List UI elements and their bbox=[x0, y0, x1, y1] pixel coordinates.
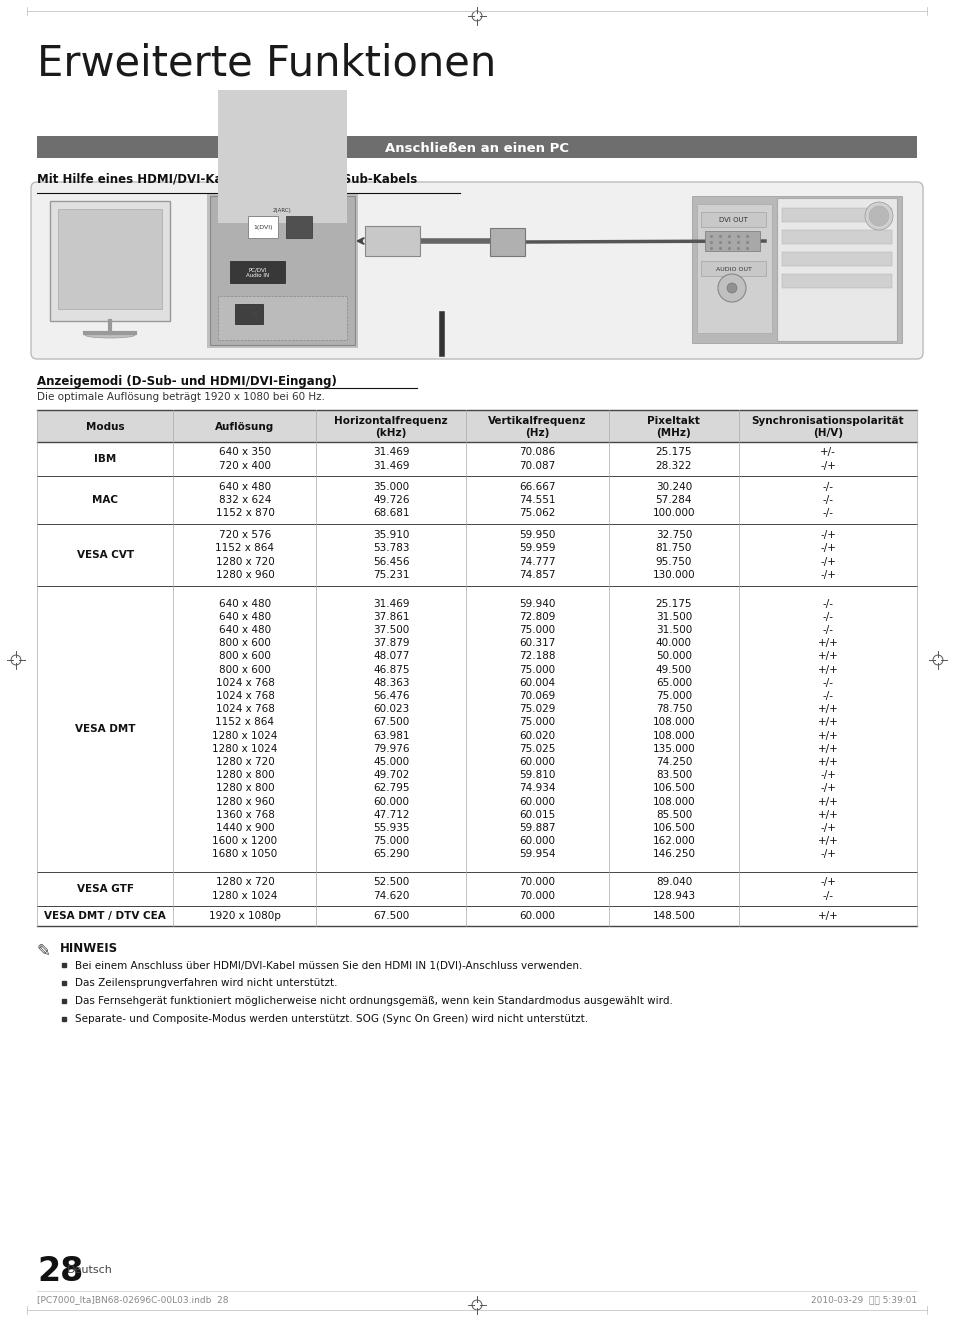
Bar bbox=[781, 230, 891, 244]
Bar bbox=[50, 201, 170, 321]
Text: 28: 28 bbox=[37, 1255, 83, 1288]
Circle shape bbox=[718, 273, 745, 303]
Bar bbox=[704, 231, 760, 251]
Circle shape bbox=[864, 202, 892, 230]
Text: Anschließen an einen PC: Anschließen an einen PC bbox=[385, 141, 568, 155]
Bar bbox=[776, 198, 896, 341]
Text: VESA CVT: VESA CVT bbox=[76, 550, 133, 560]
Text: HINWEIS: HINWEIS bbox=[60, 942, 118, 955]
Text: Vertikalfrequenz
(Hz): Vertikalfrequenz (Hz) bbox=[488, 416, 586, 439]
Text: 30.240
57.284
100.000: 30.240 57.284 100.000 bbox=[652, 482, 695, 518]
Text: Die optimale Auflösung beträgt 1920 x 1080 bei 60 Hz.: Die optimale Auflösung beträgt 1920 x 10… bbox=[37, 392, 325, 402]
Text: -/+
-/-: -/+ -/- bbox=[820, 877, 835, 901]
Text: 1280 x 720
1280 x 1024: 1280 x 720 1280 x 1024 bbox=[213, 877, 277, 901]
Bar bbox=[210, 196, 355, 345]
Text: Erweiterte Funktionen: Erweiterte Funktionen bbox=[37, 42, 496, 85]
Text: Bei einem Anschluss über HDMI/DVI-Kabel müssen Sie den HDMI IN 1(DVI)-Anschluss : Bei einem Anschluss über HDMI/DVI-Kabel … bbox=[75, 960, 581, 970]
Text: 60.000: 60.000 bbox=[518, 911, 555, 921]
Ellipse shape bbox=[85, 332, 135, 338]
Text: PC/DVI
Audio IN: PC/DVI Audio IN bbox=[246, 268, 269, 279]
Text: +/-
-/+: +/- -/+ bbox=[820, 448, 835, 470]
Text: VESA DMT / DTV CEA: VESA DMT / DTV CEA bbox=[45, 911, 166, 921]
Text: 640 x 350
720 x 400: 640 x 350 720 x 400 bbox=[218, 448, 271, 470]
Text: 70.086
70.087: 70.086 70.087 bbox=[518, 448, 555, 470]
Text: 148.500: 148.500 bbox=[652, 911, 695, 921]
Text: 31.469
31.469: 31.469 31.469 bbox=[373, 448, 409, 470]
Text: 25.175
31.500
31.500
40.000
50.000
49.500
65.000
75.000
78.750
108.000
108.000
1: 25.175 31.500 31.500 40.000 50.000 49.50… bbox=[652, 598, 695, 860]
Bar bbox=[365, 226, 419, 256]
Text: 59.940
72.809
75.000
60.317
72.188
75.000
60.004
70.069
75.029
75.000
60.020
75.: 59.940 72.809 75.000 60.317 72.188 75.00… bbox=[518, 598, 555, 860]
Bar bbox=[691, 196, 901, 343]
Text: 2(ARC): 2(ARC) bbox=[273, 207, 292, 213]
Text: AUDIO OUT: AUDIO OUT bbox=[715, 267, 751, 272]
Text: 2010-03-29  오후 5:39:01: 2010-03-29 오후 5:39:01 bbox=[810, 1295, 916, 1304]
Text: Das Zeilensprungverfahren wird nicht unterstützt.: Das Zeilensprungverfahren wird nicht unt… bbox=[75, 978, 337, 988]
Text: 67.500: 67.500 bbox=[373, 911, 409, 921]
Bar bbox=[490, 229, 524, 256]
Bar bbox=[230, 262, 285, 283]
Text: -/+
-/+
-/+
-/+: -/+ -/+ -/+ -/+ bbox=[820, 530, 835, 580]
Text: 32.750
81.750
95.750
130.000: 32.750 81.750 95.750 130.000 bbox=[652, 530, 695, 580]
Text: Separate- und Composite-Modus werden unterstützt. SOG (Sync On Green) wird nicht: Separate- und Composite-Modus werden unt… bbox=[75, 1015, 587, 1024]
Text: Synchronisationspolarität
(H/V): Synchronisationspolarität (H/V) bbox=[751, 416, 903, 439]
Text: Modus: Modus bbox=[86, 421, 125, 432]
Text: 35.910
53.783
56.456
75.231: 35.910 53.783 56.456 75.231 bbox=[373, 530, 409, 580]
Text: 70.000
70.000: 70.000 70.000 bbox=[518, 877, 555, 901]
Text: [PC7000_Ita]BN68-02696C-00L03.indb  28: [PC7000_Ita]BN68-02696C-00L03.indb 28 bbox=[37, 1295, 229, 1304]
Text: Deutsch: Deutsch bbox=[67, 1266, 112, 1275]
Bar bbox=[700, 211, 765, 227]
Circle shape bbox=[868, 206, 888, 226]
Bar bbox=[58, 209, 162, 309]
Text: 35.000
49.726
68.681: 35.000 49.726 68.681 bbox=[373, 482, 409, 518]
Bar bbox=[286, 217, 313, 238]
Text: Horizontalfrequenz
(kHz): Horizontalfrequenz (kHz) bbox=[335, 416, 448, 439]
Text: Auflösung: Auflösung bbox=[215, 421, 274, 432]
Text: VESA GTF: VESA GTF bbox=[76, 884, 133, 894]
Text: 640 x 480
640 x 480
640 x 480
800 x 600
800 x 600
800 x 600
1024 x 768
1024 x 76: 640 x 480 640 x 480 640 x 480 800 x 600 … bbox=[213, 598, 277, 860]
Text: 66.667
74.551
75.062: 66.667 74.551 75.062 bbox=[518, 482, 555, 518]
Text: IBM: IBM bbox=[94, 454, 116, 464]
Bar bbox=[218, 296, 347, 339]
Text: Pixeltakt
(MHz): Pixeltakt (MHz) bbox=[647, 416, 700, 439]
Bar bbox=[697, 203, 771, 333]
Bar bbox=[207, 193, 357, 347]
Text: 52.500
74.620: 52.500 74.620 bbox=[373, 877, 409, 901]
Bar bbox=[218, 90, 347, 223]
Bar bbox=[37, 410, 916, 443]
Bar bbox=[781, 273, 891, 288]
Text: Mit Hilfe eines HDMI/DVI-Kabels oder eines D-Sub-Kabels: Mit Hilfe eines HDMI/DVI-Kabels oder ein… bbox=[37, 173, 416, 186]
FancyBboxPatch shape bbox=[30, 182, 923, 359]
Text: MAC: MAC bbox=[92, 495, 118, 505]
Text: Das Fernsehgerät funktioniert möglicherweise nicht ordnungsgemäß, wenn kein Stan: Das Fernsehgerät funktioniert möglicherw… bbox=[75, 996, 672, 1007]
Text: 640 x 480
832 x 624
1152 x 870: 640 x 480 832 x 624 1152 x 870 bbox=[215, 482, 274, 518]
Bar bbox=[248, 217, 278, 238]
Bar bbox=[781, 252, 891, 266]
Bar bbox=[234, 304, 263, 324]
Text: 59.950
59.959
74.777
74.857: 59.950 59.959 74.777 74.857 bbox=[518, 530, 555, 580]
Bar bbox=[37, 136, 916, 159]
Text: -/-
-/-
-/-: -/- -/- -/- bbox=[821, 482, 833, 518]
Text: +/+: +/+ bbox=[817, 911, 838, 921]
Text: 1(DVI): 1(DVI) bbox=[253, 226, 273, 230]
Text: 25.175
28.322: 25.175 28.322 bbox=[655, 448, 692, 470]
Text: ✎: ✎ bbox=[37, 942, 51, 960]
Text: 720 x 576
1152 x 864
1280 x 720
1280 x 960: 720 x 576 1152 x 864 1280 x 720 1280 x 9… bbox=[215, 530, 274, 580]
Text: 31.469
37.861
37.500
37.879
48.077
46.875
48.363
56.476
60.023
67.500
63.981
79.: 31.469 37.861 37.500 37.879 48.077 46.87… bbox=[373, 598, 409, 860]
Text: VESA DMT: VESA DMT bbox=[75, 724, 135, 734]
Bar bbox=[700, 262, 765, 276]
Circle shape bbox=[726, 283, 737, 293]
Text: -/-
-/-
-/-
+/+
+/+
+/+
-/-
-/-
+/+
+/+
+/+
+/+
+/+
-/+
-/+
+/+
+/+
-/+
+/+
-/+: -/- -/- -/- +/+ +/+ +/+ -/- -/- +/+ +/+ … bbox=[817, 598, 838, 860]
Text: DVI OUT: DVI OUT bbox=[719, 218, 747, 223]
Text: 1920 x 1080p: 1920 x 1080p bbox=[209, 911, 280, 921]
Bar bbox=[781, 207, 891, 222]
Text: Anzeigemodi (D-Sub- und HDMI/DVI-Eingang): Anzeigemodi (D-Sub- und HDMI/DVI-Eingang… bbox=[37, 375, 336, 388]
Text: 89.040
128.943: 89.040 128.943 bbox=[652, 877, 695, 901]
